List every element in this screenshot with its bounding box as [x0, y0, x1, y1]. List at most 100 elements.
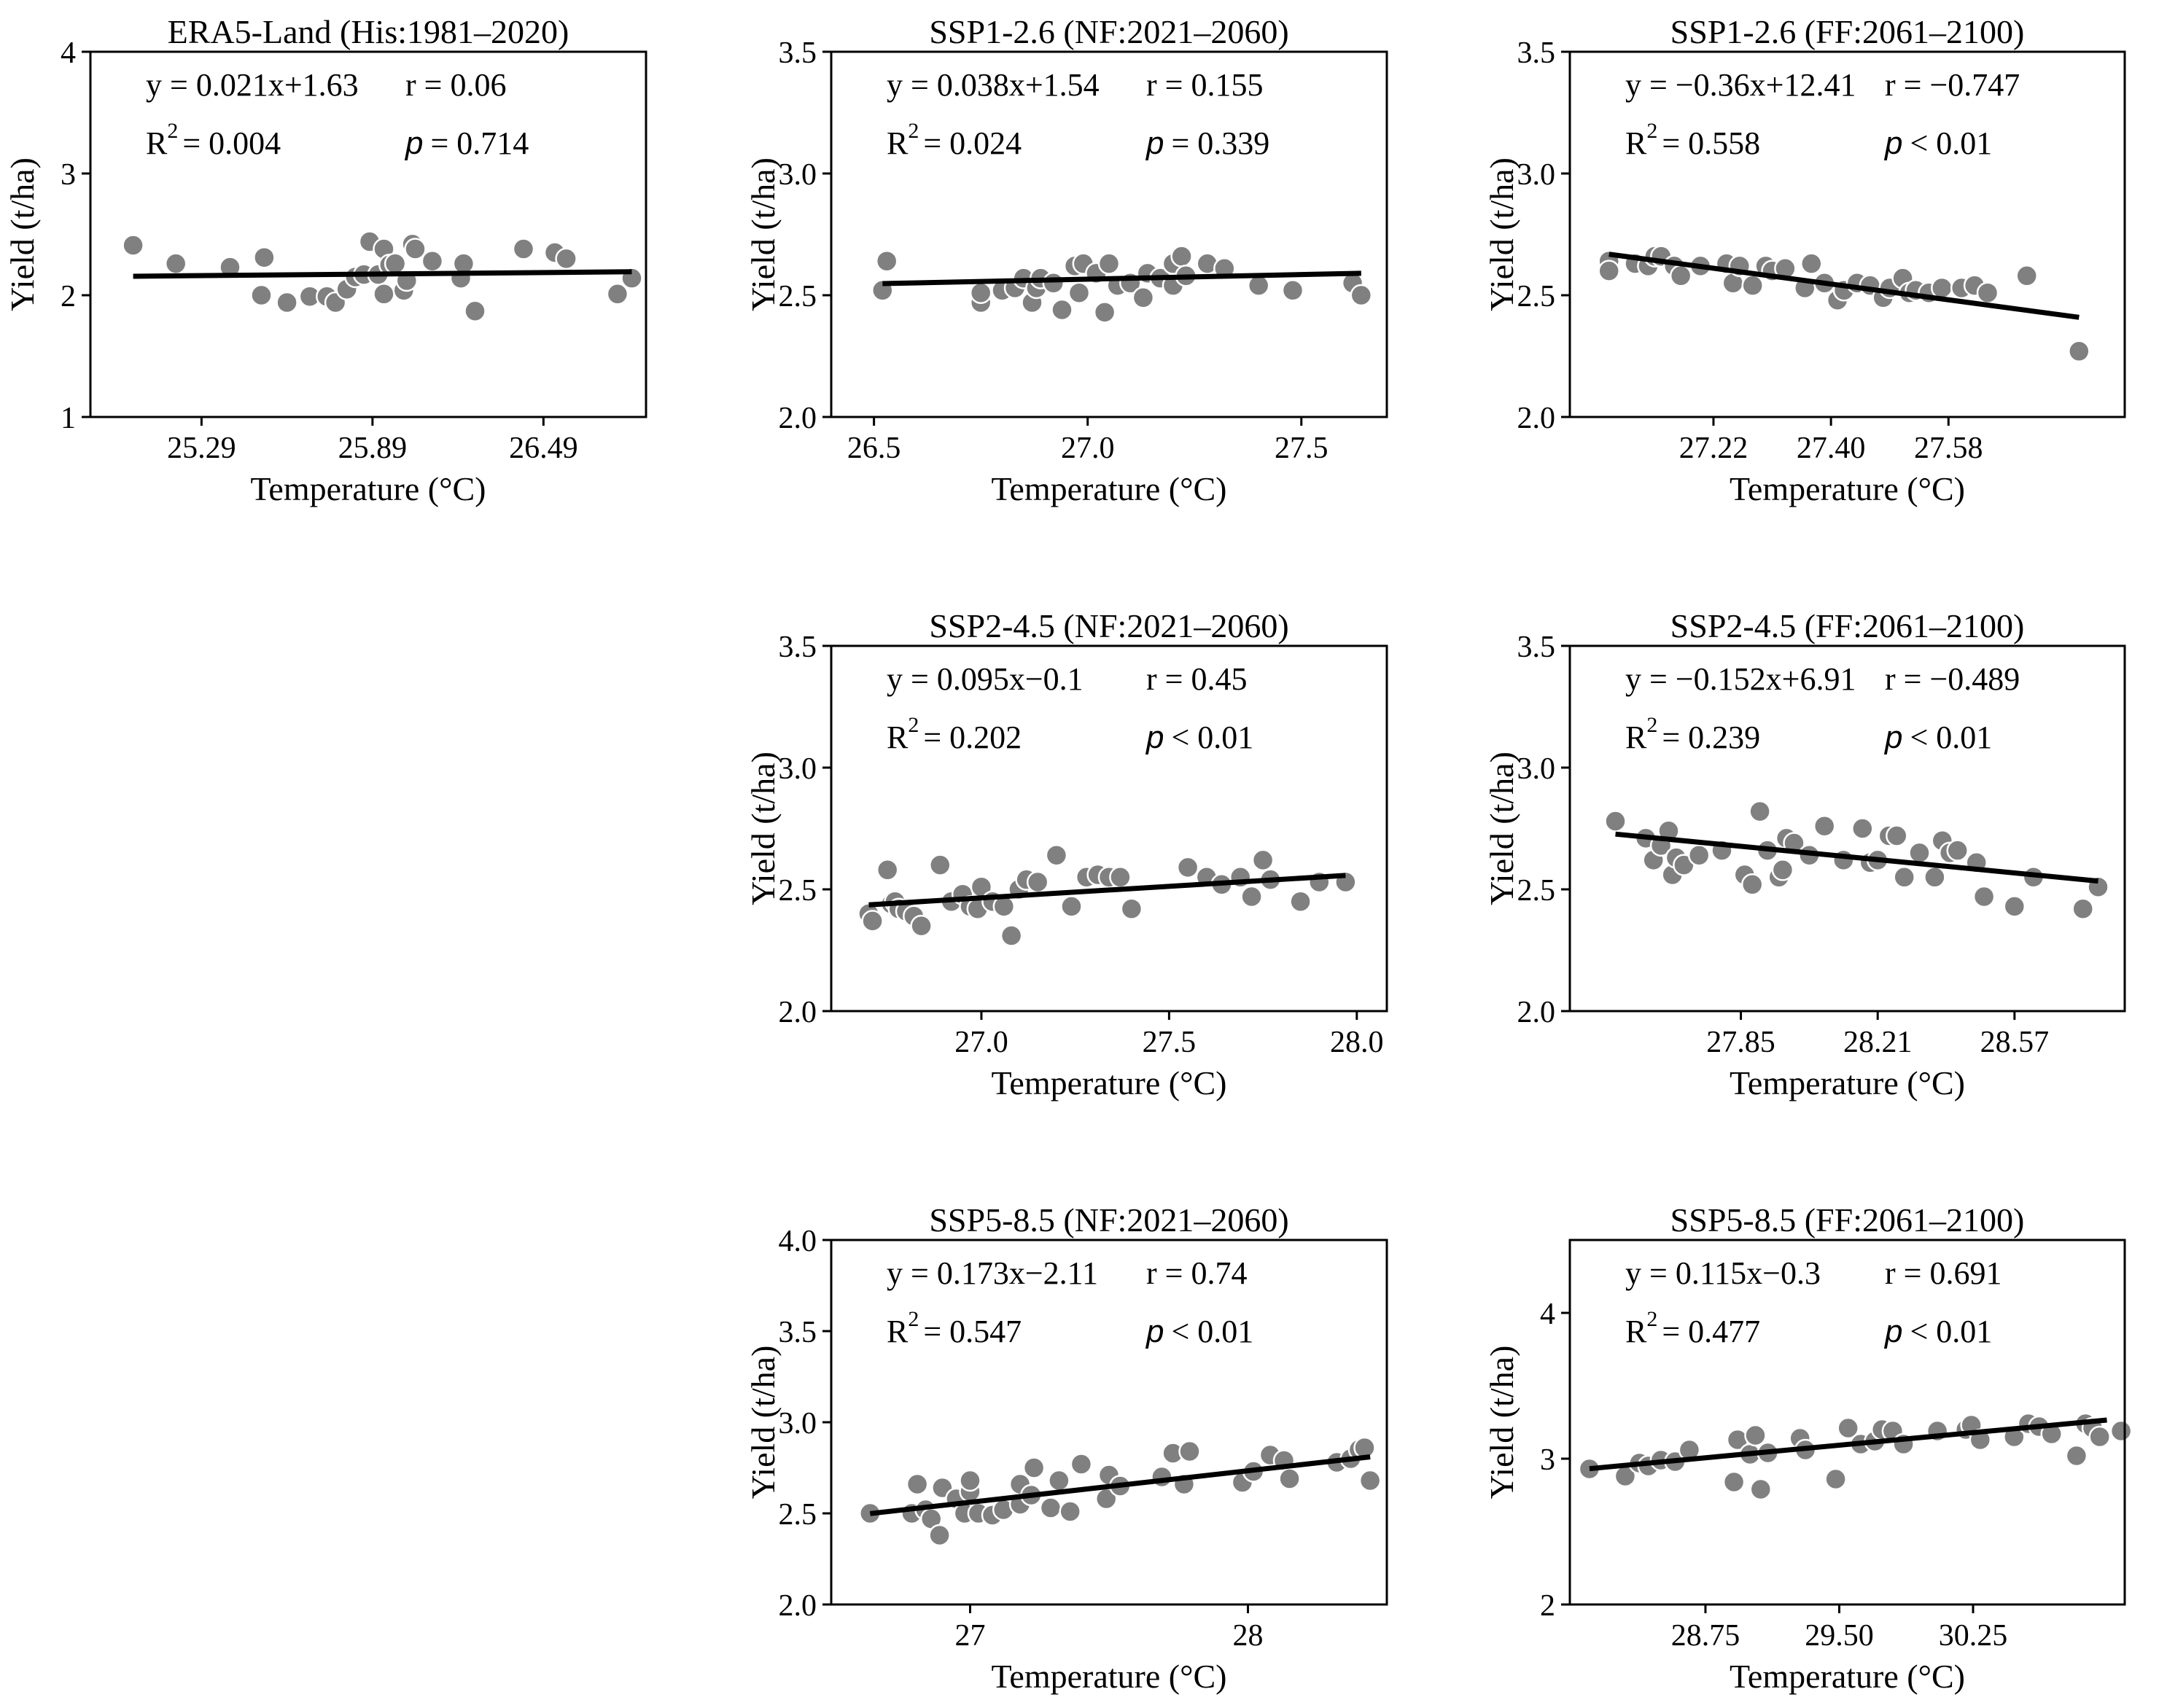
p-value: p < 0.01: [1145, 1314, 1253, 1349]
axes-frame: [1568, 1239, 2126, 1606]
data-point: [928, 1524, 951, 1547]
regression-line: [1608, 251, 2080, 320]
x-axis-label: Temperature (°C): [992, 1658, 1227, 1695]
subplot-6: SSP5-8.5 (NF:2021–2060) 27 28 2.0 2.5 3.0 3.5 4…: [744, 1201, 1388, 1695]
y-tick-label: 3.0: [1517, 752, 1556, 786]
chart-title: SSP1-2.6 (NF:2021–2060): [929, 13, 1288, 50]
x-tick-label: 27.5: [1143, 1026, 1197, 1059]
p-value: p < 0.01: [1883, 720, 1992, 755]
data-point: [1251, 849, 1275, 872]
subplot-4: SSP2-4.5 (NF:2021–2060) 27.0 27.5 28.0 2.0 2.…: [744, 607, 1388, 1101]
data-point: [1740, 873, 1764, 896]
data-point: [1042, 272, 1065, 295]
data-point: [1886, 824, 1908, 847]
y-tick-label: 2: [1540, 1589, 1555, 1623]
y-tick-label: 3.0: [779, 752, 817, 786]
data-point: [861, 910, 884, 932]
x-tick-label: 28.0: [1330, 1026, 1384, 1059]
data-point: [1109, 866, 1132, 889]
data-point: [876, 859, 899, 881]
correlation-r: r = 0.06: [405, 67, 506, 103]
data-point: [250, 284, 273, 307]
y-tick-label: 3.5: [1517, 631, 1556, 664]
correlation-r: r = 0.691: [1885, 1255, 2002, 1291]
data-point: [1247, 274, 1270, 297]
data-point: [1178, 1440, 1201, 1463]
x-tick-label: 27.85: [1706, 1026, 1775, 1059]
data-point: [1832, 849, 1855, 872]
x-tick-label: 25.29: [167, 432, 236, 465]
data-point: [929, 854, 952, 876]
r-squared: R2 = 0.202: [887, 713, 1022, 755]
y-tick-label: 2.0: [1517, 996, 1556, 1029]
y-tick-label: 3.5: [779, 631, 817, 664]
data-point: [2088, 1425, 2111, 1448]
data-point: [1000, 924, 1023, 947]
data-point: [1045, 843, 1068, 867]
x-axis-label: Temperature (°C): [992, 470, 1227, 507]
data-point: [555, 247, 577, 270]
chart-title: ERA5-Land (His:1981–2020): [168, 13, 569, 50]
regression-equation: y = −0.152x+6.91: [1625, 661, 1856, 697]
data-point: [464, 300, 486, 322]
data-point: [164, 252, 187, 275]
y-tick-label: 2: [61, 280, 76, 313]
y-axis-label: Yield (t/ha): [744, 1346, 782, 1500]
data-point: [1039, 1497, 1062, 1519]
data-point: [1749, 1478, 1773, 1501]
x-tick-label: 26.49: [509, 432, 578, 465]
regression-line: [1615, 831, 2098, 884]
data-point: [2015, 265, 2038, 287]
data-point: [276, 291, 298, 314]
x-tick-label: 25.89: [338, 432, 408, 465]
data-point: [1813, 814, 1836, 838]
x-tick-label: 28.21: [1843, 1026, 1913, 1059]
correlation-r: r = 0.155: [1146, 67, 1263, 103]
y-tick-label: 2.0: [779, 996, 817, 1029]
axes-frame: [89, 50, 647, 418]
y-tick-label: 2.5: [779, 1498, 817, 1532]
data-point: [1022, 1457, 1046, 1479]
data-point: [2072, 897, 2094, 920]
p-value: p = 0.339: [1145, 125, 1269, 161]
data-point: [906, 1473, 929, 1496]
y-axis-label: Yield (t/ha): [4, 157, 41, 311]
data-point: [1067, 281, 1091, 304]
data-point: [1669, 265, 1692, 287]
y-tick-label: 3: [1540, 1443, 1555, 1477]
data-point: [1048, 1469, 1070, 1492]
data-point: [1097, 252, 1121, 275]
p-value: p < 0.01: [1883, 125, 1992, 161]
scatter-points: [859, 1436, 1382, 1547]
data-point: [1837, 1416, 1859, 1440]
y-tick-label: 2.5: [779, 280, 817, 313]
data-point: [1151, 1465, 1173, 1489]
regression-line: [1589, 1417, 2107, 1472]
data-point: [1598, 260, 1620, 282]
data-point: [2068, 340, 2090, 363]
p-value: p < 0.01: [1883, 1314, 1992, 1349]
chart-title: SSP1-2.6 (FF:2061–2100): [1670, 13, 2025, 50]
chart-title: SSP2-4.5 (FF:2061–2100): [1670, 607, 2025, 644]
data-point: [1289, 890, 1312, 913]
data-point: [1771, 859, 1794, 881]
data-point: [421, 249, 444, 273]
y-tick-label: 4.0: [779, 1225, 817, 1258]
data-point: [606, 283, 629, 305]
y-tick-label: 3.5: [1517, 36, 1556, 70]
data-point: [122, 234, 144, 257]
subplot-3: SSP1-2.6 (FF:2061–2100) 27.22 27.40 27.58 2.…: [1483, 13, 2126, 507]
data-point: [512, 238, 535, 260]
axes-frame: [1568, 50, 2126, 418]
data-point: [1353, 1436, 1376, 1459]
subplot-7: SSP5-8.5 (FF:2061–2100) 28.75 29.50 30.25 2 3…: [1483, 1201, 2133, 1695]
axes-frame: [830, 50, 1388, 418]
x-tick-label: 27.0: [1061, 432, 1115, 465]
y-tick-label: 3.5: [779, 1316, 817, 1349]
data-point: [1060, 895, 1083, 918]
data-point: [1093, 301, 1116, 324]
data-point: [1240, 885, 1263, 908]
data-point: [253, 246, 276, 269]
data-point: [1748, 800, 1771, 823]
data-point: [1132, 286, 1155, 309]
